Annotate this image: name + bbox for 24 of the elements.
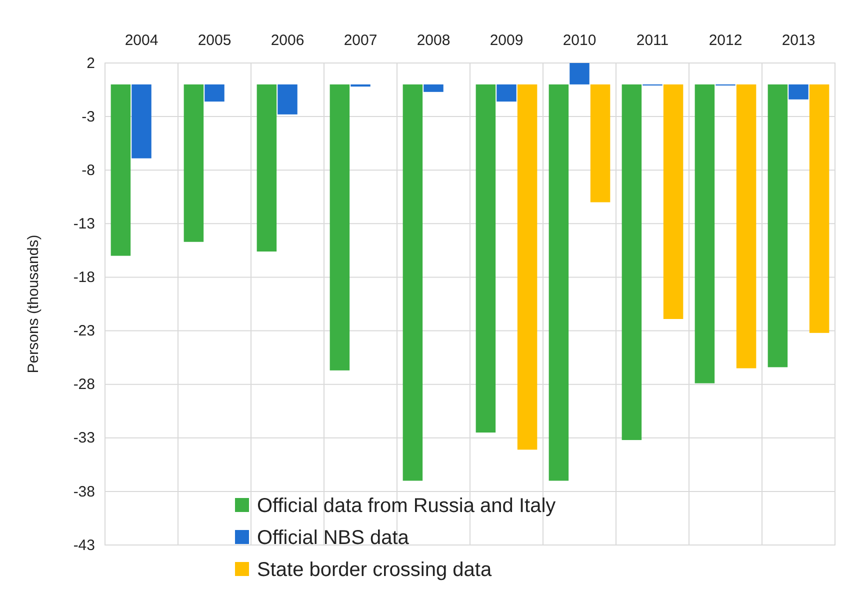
y-tick-label: -13 [73, 215, 95, 232]
x-tick-label: 2005 [198, 32, 232, 49]
x-tick-label: 2007 [344, 32, 378, 49]
x-tick-label: 2008 [416, 32, 450, 49]
y-tick-label: -38 [73, 483, 95, 500]
x-tick-label: 2011 [636, 32, 669, 49]
y-tick-label: -33 [73, 430, 95, 447]
x-tick-label: 2010 [562, 32, 596, 49]
y-tick-label: -28 [73, 376, 95, 394]
y-axis-title: Persons (thousands) [25, 234, 42, 374]
legend-label: State border crossing data [257, 559, 492, 581]
x-tick-label: 2009 [490, 32, 524, 49]
x-tick-label: 2013 [782, 32, 816, 49]
y-tick-label: -3 [82, 108, 95, 126]
x-tick-label: 2004 [124, 32, 158, 49]
x-tick-label: 2012 [708, 32, 742, 49]
y-tick-label: 2 [86, 54, 95, 72]
x-tick-label: 2006 [270, 32, 304, 49]
legend-label: Official NBS data [257, 527, 410, 549]
y-tick-label: -8 [82, 162, 95, 179]
y-tick-label: -23 [73, 322, 95, 340]
y-tick-label: -43 [73, 536, 95, 554]
y-tick-label: -18 [73, 269, 95, 286]
legend-label: Official data from Russia and Italy [257, 495, 556, 517]
